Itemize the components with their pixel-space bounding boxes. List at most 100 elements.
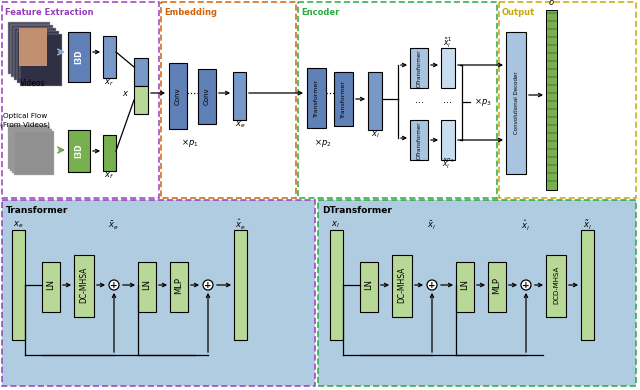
Bar [8, 22, 50, 74]
Bar [441, 120, 455, 160]
Text: MLP: MLP [175, 277, 184, 294]
Bar [2, 200, 315, 386]
Bar [169, 63, 187, 129]
Text: +: + [428, 280, 436, 289]
Text: $\times p_2$: $\times p_2$ [314, 137, 332, 149]
Circle shape [521, 280, 531, 290]
Bar [546, 255, 566, 317]
Text: Conv: Conv [204, 87, 210, 105]
Text: $\tilde{x}_l$: $\tilde{x}_l$ [582, 218, 591, 232]
Text: +: + [522, 280, 530, 289]
Text: $x_l$: $x_l$ [371, 130, 380, 140]
Bar [103, 135, 116, 171]
Bar [12, 129, 52, 173]
Text: $x_e$: $x_e$ [235, 120, 245, 130]
Bar [307, 68, 326, 128]
Text: Conv: Conv [175, 87, 181, 105]
Text: Encoder: Encoder [301, 8, 339, 17]
Bar [488, 262, 506, 312]
Bar [410, 48, 428, 88]
Bar [10, 127, 50, 171]
Text: $x_f$: $x_f$ [104, 171, 114, 181]
Text: Transformer: Transformer [314, 79, 319, 117]
Bar [170, 262, 188, 312]
Bar [330, 230, 343, 340]
Bar [456, 262, 474, 312]
Text: LN: LN [461, 280, 470, 291]
Circle shape [427, 280, 437, 290]
Bar [499, 2, 636, 198]
Bar [134, 86, 148, 114]
Text: I3D: I3D [74, 50, 83, 64]
Bar [11, 25, 53, 77]
Bar [318, 200, 636, 386]
Bar [8, 125, 48, 169]
Text: Feature Extraction: Feature Extraction [5, 8, 93, 17]
Circle shape [109, 280, 119, 290]
Text: $\hat{x}_l$: $\hat{x}_l$ [520, 219, 529, 233]
Text: +: + [204, 280, 212, 289]
Bar [233, 72, 246, 120]
Text: LN: LN [365, 280, 374, 291]
Text: $x_r$: $x_r$ [104, 78, 114, 88]
Bar [161, 2, 296, 198]
Text: Output: Output [502, 8, 535, 17]
Bar [368, 72, 382, 130]
Bar [581, 230, 594, 340]
Text: $\times p_3$: $\times p_3$ [474, 96, 492, 108]
Bar [14, 28, 56, 80]
Text: Optical Flow: Optical Flow [3, 113, 47, 119]
Text: MLP: MLP [493, 277, 502, 294]
Text: $\tilde{x}_l^1$: $\tilde{x}_l^1$ [443, 35, 453, 50]
Text: ...: ... [444, 95, 452, 105]
Bar [14, 131, 54, 175]
Bar [68, 130, 90, 172]
Text: Transformer: Transformer [340, 80, 346, 118]
Bar [103, 36, 116, 78]
Text: LN: LN [47, 280, 56, 291]
Text: LN: LN [143, 280, 152, 291]
Bar [42, 262, 60, 312]
Bar [2, 2, 159, 198]
Text: o: o [548, 0, 554, 7]
Bar [234, 230, 247, 340]
Bar [298, 2, 497, 198]
Bar [410, 120, 428, 160]
Bar [138, 262, 156, 312]
Bar [506, 32, 526, 174]
Text: Videos: Videos [20, 80, 45, 89]
Text: Convolutional Decoder: Convolutional Decoder [513, 72, 518, 134]
Bar [17, 31, 59, 83]
Text: +: + [110, 280, 118, 289]
Bar [134, 58, 148, 86]
Circle shape [203, 280, 213, 290]
Text: Transformer: Transformer [6, 206, 68, 215]
Bar [441, 48, 455, 88]
Bar [74, 255, 94, 317]
Text: DCD-MHSA: DCD-MHSA [553, 266, 559, 304]
Text: $\hat{x}_e$: $\hat{x}_e$ [235, 218, 245, 232]
Text: Embedding: Embedding [164, 8, 217, 17]
Text: DTransformer: DTransformer [417, 49, 422, 87]
Text: I3D: I3D [74, 144, 83, 158]
Text: $\bar{x}_l$: $\bar{x}_l$ [427, 220, 435, 232]
Text: $x_e$: $x_e$ [13, 220, 24, 230]
Text: DTransformer: DTransformer [417, 121, 422, 159]
Bar [19, 28, 47, 66]
Bar [392, 255, 412, 317]
Text: $x$: $x$ [122, 89, 130, 98]
Text: $\times p_1$: $\times p_1$ [181, 137, 199, 149]
Bar [68, 32, 90, 82]
Text: $x_l$: $x_l$ [331, 220, 340, 230]
Text: ...: ... [415, 95, 424, 105]
Bar [334, 72, 353, 126]
Text: $\bar{x}_e$: $\bar{x}_e$ [108, 220, 118, 232]
Bar [198, 69, 216, 124]
Bar [20, 34, 62, 86]
Text: DC-MHSA: DC-MHSA [79, 267, 88, 303]
Text: DTransformer: DTransformer [322, 206, 392, 215]
Bar [12, 230, 25, 340]
Bar [318, 200, 636, 386]
Text: (From Videos): (From Videos) [0, 122, 50, 128]
Text: $\tilde{x}_l^{p_3}$: $\tilde{x}_l^{p_3}$ [442, 157, 454, 171]
